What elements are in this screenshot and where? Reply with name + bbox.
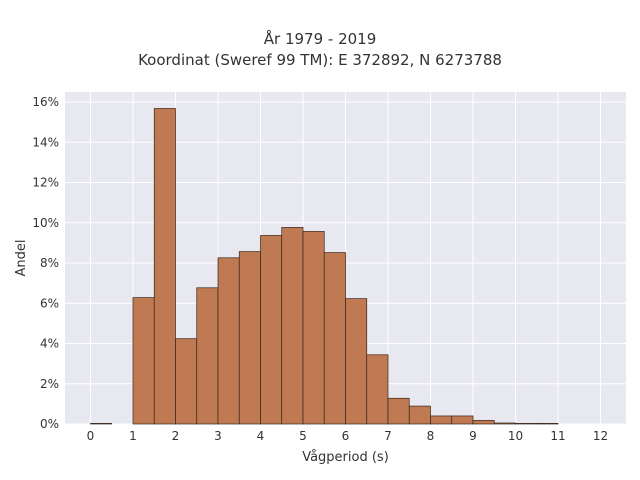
x-axis-label: Vågperiod (s) [302, 450, 389, 465]
histogram-bar [153, 108, 176, 425]
histogram-bars [90, 108, 559, 425]
y-tick-label: 2% [40, 377, 59, 391]
y-axis-label: Andel [14, 240, 29, 277]
histogram-bar [323, 252, 346, 425]
x-tick-label: 7 [384, 429, 392, 443]
histogram-bar [493, 422, 516, 425]
x-tick-label: 3 [214, 429, 222, 443]
histogram-bar [175, 338, 198, 425]
y-tick-label: 16% [32, 95, 59, 109]
histogram-bar [196, 287, 219, 425]
x-tick-label: 11 [550, 429, 565, 443]
histogram-bar [408, 405, 431, 425]
y-tick-label: 12% [32, 176, 59, 190]
x-tick-label: 4 [257, 429, 265, 443]
histogram-bar [472, 420, 495, 425]
histogram-bar [387, 397, 410, 425]
histogram-bar [90, 423, 113, 425]
histogram-bar [132, 297, 155, 425]
histogram-bar [302, 231, 325, 425]
y-tick-label: 4% [40, 337, 59, 351]
histogram-bar [515, 423, 538, 425]
x-tick-label: 5 [299, 429, 307, 443]
x-tick-label: 1 [129, 429, 137, 443]
histogram-bar [281, 227, 304, 425]
y-tick-label: 0% [40, 417, 59, 431]
chart-title-line-2: Koordinat (Sweref 99 TM): E 372892, N 62… [138, 51, 502, 69]
y-axis-ticks: 0% 2% 4% 6% 8% 10% 12% 14% 16% [32, 95, 59, 431]
histogram-bar [430, 415, 453, 425]
chart-title-line-1: År 1979 - 2019 [263, 30, 377, 48]
x-tick-label: 2 [172, 429, 180, 443]
histogram-bar [260, 235, 283, 425]
x-tick-label: 0 [87, 429, 95, 443]
y-tick-label: 14% [32, 135, 59, 149]
y-tick-label: 8% [40, 256, 59, 270]
x-tick-label: 10 [508, 429, 523, 443]
histogram-bar [536, 423, 559, 425]
y-tick-label: 6% [40, 296, 59, 310]
histogram-bar [217, 257, 240, 425]
histogram-bar [238, 251, 261, 425]
x-tick-label: 12 [593, 429, 608, 443]
y-tick-label: 10% [32, 216, 59, 230]
x-axis-ticks: 0 1 2 3 4 5 6 7 8 9 10 11 12 [87, 429, 608, 443]
x-tick-label: 9 [469, 429, 477, 443]
histogram-bar [451, 415, 474, 425]
x-tick-label: 8 [427, 429, 435, 443]
histogram-bar [345, 298, 368, 425]
x-tick-label: 6 [342, 429, 350, 443]
histogram-bar [366, 354, 389, 425]
